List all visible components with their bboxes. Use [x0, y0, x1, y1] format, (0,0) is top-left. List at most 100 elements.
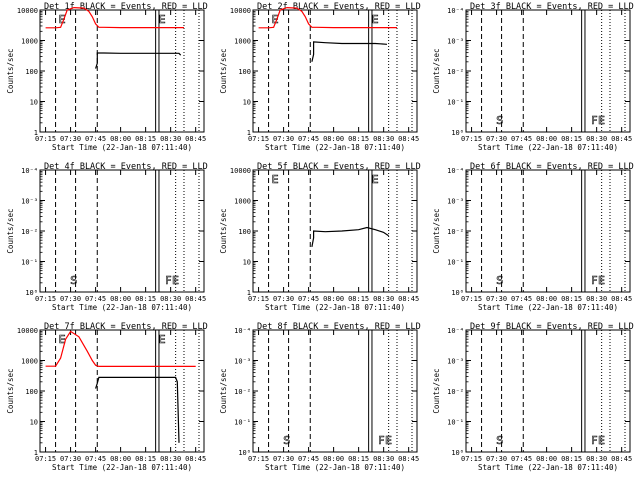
y-tick-label: 1: [34, 129, 38, 137]
event-flag-e: E: [172, 274, 179, 287]
detector-panel-6: Det 6f BLACK = Events, RED = LLD 10⁰ 10⁻¹ 1…: [432, 162, 634, 312]
x-tick-label: 07:30: [60, 455, 81, 463]
event-flag-f: F: [378, 434, 384, 447]
x-tick-label: 07:30: [273, 295, 294, 303]
x-tick-label: 08:30: [373, 295, 394, 303]
x-tick-label: 07:45: [511, 295, 532, 303]
y-tick-label: 100: [238, 68, 251, 76]
y-axis-title: Counts/sec: [6, 48, 15, 93]
y-tick-label: 10⁰: [451, 129, 464, 137]
event-flag-e: E: [598, 274, 605, 287]
x-tick-label: 08:30: [160, 455, 181, 463]
lld-series-line: [258, 6, 397, 29]
panel-title: Det 9f BLACK = Events, RED = LLD: [470, 322, 634, 332]
event-flag-f: F: [591, 274, 597, 287]
x-tick-label: 08:15: [561, 455, 582, 463]
x-tick-label: 08:30: [586, 455, 607, 463]
y-tick-label: 10⁰: [238, 449, 251, 457]
events-series-line: [95, 52, 182, 69]
x-axis-title: Start Time (22-Jan-18 07:11:40): [265, 303, 405, 312]
y-tick-label: 10⁻³: [234, 358, 251, 366]
y-tick-label: 1000: [234, 198, 251, 206]
y-tick-label: 10⁻⁴: [21, 167, 38, 175]
event-flag-s: S: [496, 274, 503, 287]
x-tick-label: 07:15: [461, 135, 482, 143]
x-axis-title: Start Time (22-Jan-18 07:11:40): [478, 303, 618, 312]
y-tick-label: 10⁻¹: [447, 419, 464, 427]
x-tick-label: 08:45: [398, 295, 419, 303]
x-axis-title: Start Time (22-Jan-18 07:11:40): [265, 463, 405, 472]
y-tick-label: 10000: [230, 167, 251, 175]
event-flag-e: E: [159, 13, 166, 26]
x-tick-label: 07:30: [273, 455, 294, 463]
event-flag-e: E: [272, 13, 279, 26]
x-tick-label: 08:00: [536, 135, 557, 143]
panel-title: Det 1f BLACK = Events, RED = LLD: [44, 2, 208, 12]
y-tick-label: 10: [243, 259, 251, 267]
y-tick-label: 10⁻³: [21, 198, 38, 206]
plot-frame: [252, 9, 418, 133]
event-flag-s: S: [283, 434, 290, 447]
x-tick-label: 08:00: [110, 455, 131, 463]
y-tick-label: 1: [34, 449, 38, 457]
x-tick-label: 08:15: [348, 455, 369, 463]
y-tick-label: 10⁰: [451, 449, 464, 457]
x-tick-label: 07:45: [85, 135, 106, 143]
y-tick-label: 1000: [234, 38, 251, 46]
events-series-line: [311, 226, 389, 248]
plot-frame: [465, 169, 631, 293]
x-tick-label: 07:30: [273, 135, 294, 143]
y-tick-label: 10⁻¹: [21, 259, 38, 267]
detector-panel-2: Det 2f BLACK = Events, RED = LLD 1 10 100 10…: [219, 2, 421, 152]
y-axis-title: Counts/sec: [6, 208, 15, 253]
x-axis-title: Start Time (22-Jan-18 07:11:40): [265, 143, 405, 152]
panel-title: Det 3f BLACK = Events, RED = LLD: [470, 2, 634, 12]
y-tick-label: 100: [25, 68, 38, 76]
x-tick-label: 07:30: [60, 295, 81, 303]
panel-title: Det 2f BLACK = Events, RED = LLD: [257, 2, 421, 12]
y-tick-label: 1: [247, 129, 251, 137]
x-tick-label: 08:00: [536, 295, 557, 303]
x-tick-label: 08:30: [373, 455, 394, 463]
y-axis-title: Counts/sec: [6, 368, 15, 413]
event-flag-e: E: [159, 333, 166, 346]
y-tick-label: 10⁰: [451, 289, 464, 297]
y-tick-label: 10000: [17, 327, 38, 335]
y-axis-title: Counts/sec: [432, 48, 441, 93]
x-tick-label: 08:45: [611, 295, 632, 303]
y-tick-label: 10⁻¹: [447, 99, 464, 107]
y-tick-label: 10⁻¹: [234, 419, 251, 427]
event-flag-e: E: [598, 434, 605, 447]
x-tick-label: 07:15: [248, 455, 269, 463]
x-tick-label: 07:30: [486, 455, 507, 463]
x-tick-label: 08:45: [611, 455, 632, 463]
detector-panel-1: Det 1f BLACK = Events, RED = LLD 1 10 100 10…: [6, 2, 208, 152]
y-axis-title: Counts/sec: [219, 368, 228, 413]
x-tick-label: 07:15: [248, 135, 269, 143]
event-flag-s: S: [70, 274, 77, 287]
x-tick-label: 07:15: [248, 295, 269, 303]
y-tick-label: 10⁻²: [447, 388, 464, 396]
y-tick-label: 1: [247, 289, 251, 297]
x-tick-label: 08:45: [185, 455, 206, 463]
x-tick-label: 08:00: [323, 135, 344, 143]
event-flag-f: F: [165, 274, 171, 287]
y-tick-label: 10⁻³: [447, 38, 464, 46]
x-tick-label: 08:30: [160, 135, 181, 143]
x-axis-title: Start Time (22-Jan-18 07:11:40): [478, 463, 618, 472]
y-tick-label: 10⁻²: [21, 228, 38, 236]
x-tick-label: 08:00: [110, 295, 131, 303]
y-tick-label: 10000: [17, 7, 38, 15]
x-tick-label: 07:45: [85, 295, 106, 303]
x-tick-label: 08:00: [536, 455, 557, 463]
x-tick-label: 07:15: [35, 455, 56, 463]
x-tick-label: 08:45: [185, 295, 206, 303]
detector-panel-9: Det 9f BLACK = Events, RED = LLD 10⁰ 10⁻¹ 1…: [432, 322, 634, 472]
x-tick-label: 08:15: [135, 455, 156, 463]
y-tick-label: 10000: [230, 7, 251, 15]
x-tick-label: 08:30: [160, 295, 181, 303]
event-flag-e: E: [598, 114, 605, 127]
y-tick-label: 1000: [21, 38, 38, 46]
x-tick-label: 08:15: [561, 295, 582, 303]
panel-title: Det 8f BLACK = Events, RED = LLD: [257, 322, 421, 332]
